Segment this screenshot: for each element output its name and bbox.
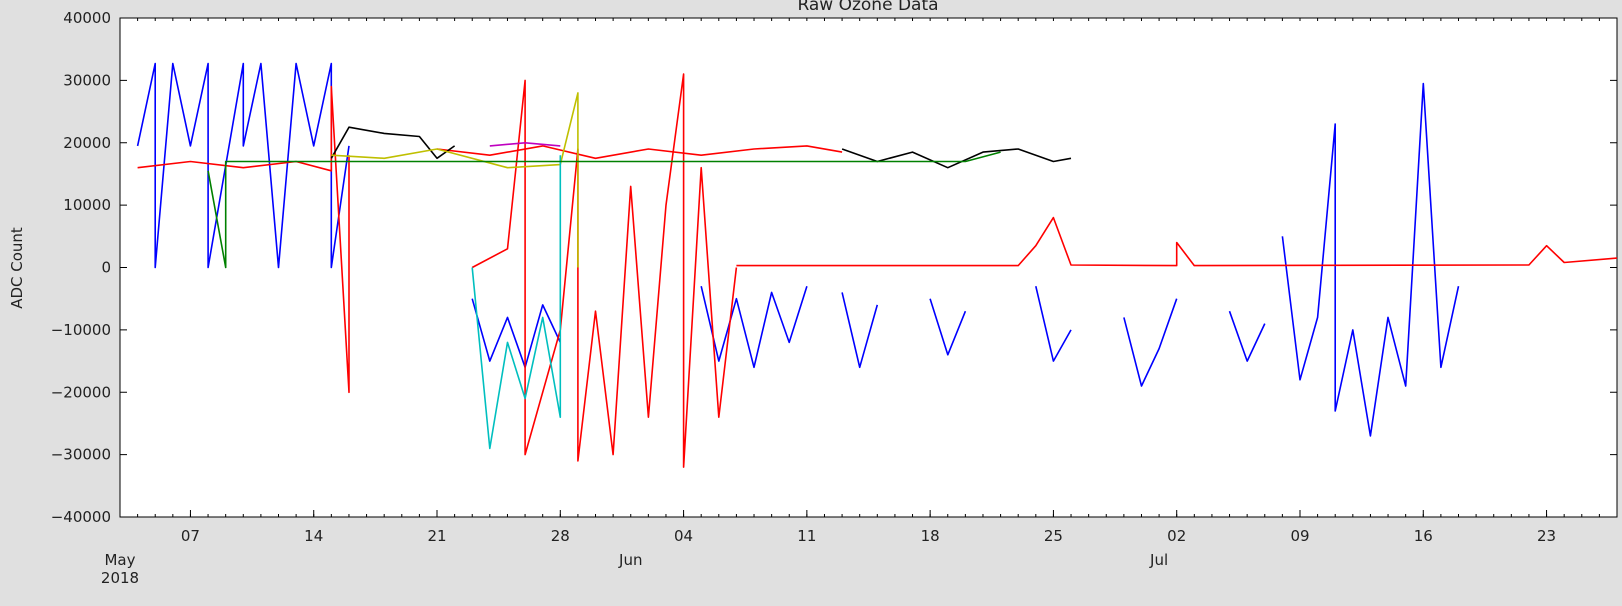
y-axis: −40000 −30000 −20000 −10000 0 10000 20000 30000… (51, 9, 1617, 526)
plot-area (119, 17, 1618, 518)
series-line-10 (436, 145, 843, 160)
series-line-3 (841, 292, 879, 369)
x-tick-label-7: 25 (1044, 527, 1063, 545)
series-line-12 (736, 216, 1618, 267)
x-tick-label-4: 04 (674, 527, 693, 545)
x-month-label-2: Jul (1149, 551, 1168, 569)
series-layer (136, 62, 1618, 468)
series-line-4 (929, 298, 967, 356)
y-tick-label-8: 40000 (63, 9, 111, 27)
series-line-0 (136, 62, 350, 269)
x-month-label-0: May 2018 (101, 551, 139, 587)
series-line-6 (1123, 298, 1178, 387)
y-axis-title: ADC Count (8, 227, 26, 309)
x-tick-label-10: 16 (1414, 527, 1433, 545)
x-tick-label-11: 23 (1537, 527, 1556, 545)
x-tick-label-6: 18 (921, 527, 940, 545)
y-tick-label-6: 20000 (63, 134, 111, 152)
y-tick-label-5: 10000 (63, 196, 111, 214)
y-tick-label-0: −40000 (51, 508, 111, 526)
series-line-8 (1281, 82, 1460, 437)
x-tick-label-3: 28 (551, 527, 570, 545)
series-line-18 (489, 142, 561, 147)
y-tick-label-4: 0 (101, 259, 111, 277)
series-line-15 (331, 92, 579, 268)
series-line-13 (330, 126, 456, 160)
x-month-label-1: Jun (618, 551, 642, 569)
x-axis: 07 14 21 28 04 11 18 25 02 09 16 23 May 2018 Jun Jul (101, 18, 1618, 587)
series-line-1 (471, 298, 562, 369)
y-tick-label-3: −10000 (51, 321, 111, 339)
series-line-16 (471, 155, 562, 450)
chart-title: Raw Ozone Data (797, 0, 938, 15)
series-line-14 (841, 148, 1072, 169)
x-tick-label-8: 02 (1167, 527, 1186, 545)
series-line-17 (207, 151, 1001, 269)
x-tick-label-0: 07 (181, 527, 200, 545)
y-tick-label-2: −20000 (51, 383, 111, 401)
series-line-7 (1228, 310, 1266, 362)
x-tick-label-2: 21 (427, 527, 446, 545)
series-line-5 (1035, 286, 1072, 362)
x-tick-label-5: 11 (797, 527, 816, 545)
y-tick-label-1: −30000 (51, 446, 111, 464)
series-line-11 (471, 73, 738, 468)
y-tick-label-7: 30000 (63, 71, 111, 89)
x-tick-label-1: 14 (304, 527, 323, 545)
series-line-9 (137, 85, 350, 394)
series-line-2 (700, 285, 808, 369)
x-tick-label-9: 09 (1290, 527, 1309, 545)
